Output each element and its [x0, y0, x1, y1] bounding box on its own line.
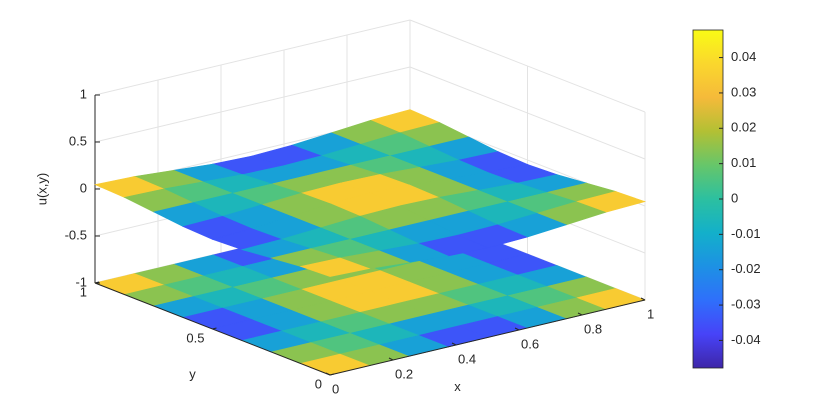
colorbar-scale: [692, 29, 724, 369]
x-tick: [514, 327, 520, 331]
colorbar-tick-label: 0.01: [731, 155, 756, 170]
x-tick: [577, 312, 583, 316]
y-tick: [329, 373, 335, 376]
z-tick-label: -0.5: [65, 227, 87, 242]
z-axis-label: u(x,y): [34, 173, 49, 206]
surface-cell: [299, 257, 371, 277]
y-axis-label: y: [189, 366, 196, 381]
y-tick: [212, 327, 217, 330]
z-tick-label: 0.5: [69, 133, 87, 148]
x-tick: [451, 342, 457, 346]
colorbar-tick-label: 0.02: [731, 120, 756, 135]
x-tick-label: 0.6: [521, 336, 539, 351]
colorbar-tick-label: -0.04: [731, 332, 761, 347]
y-tick-label: 1: [80, 284, 87, 299]
x-tick: [325, 372, 331, 376]
z-tick-label: 0: [80, 180, 87, 195]
grid-line: [409, 66, 646, 160]
colorbar: -0.04 -0.03 -0.02 -0.01 0 0.01 0.02 0.03 0.04: [692, 29, 761, 369]
surface: [94, 109, 647, 277]
colorbar-tick-label: -0.01: [731, 226, 761, 241]
colorbar-tick-label: 0: [731, 190, 738, 205]
x-tick-label: 0.2: [395, 366, 413, 381]
grid-line: [94, 19, 411, 96]
colorbar-tick-label: 0.04: [731, 49, 756, 64]
x-tick: [388, 357, 394, 361]
x-axis: [329, 299, 646, 376]
colorbar-tick-label: -0.03: [731, 297, 761, 312]
grid-line: [94, 66, 411, 143]
grid-line: [409, 19, 646, 113]
y-tick-label: 0.5: [186, 330, 204, 345]
x-axis-label: x: [454, 379, 461, 394]
x-tick-label: 1: [647, 306, 654, 321]
z-tick-label: -1: [75, 274, 87, 289]
y-tick-label: 0: [315, 376, 322, 391]
x-tick-label: 0: [332, 381, 339, 396]
x-tick-label: 0.4: [458, 351, 476, 366]
x-tick: [640, 297, 646, 301]
x-tick-label: 0.8: [584, 321, 602, 336]
colorbar-tick-label: 0.03: [731, 84, 756, 99]
z-tick-label: 1: [80, 86, 87, 101]
colorbar-tick-label: -0.02: [731, 261, 761, 276]
